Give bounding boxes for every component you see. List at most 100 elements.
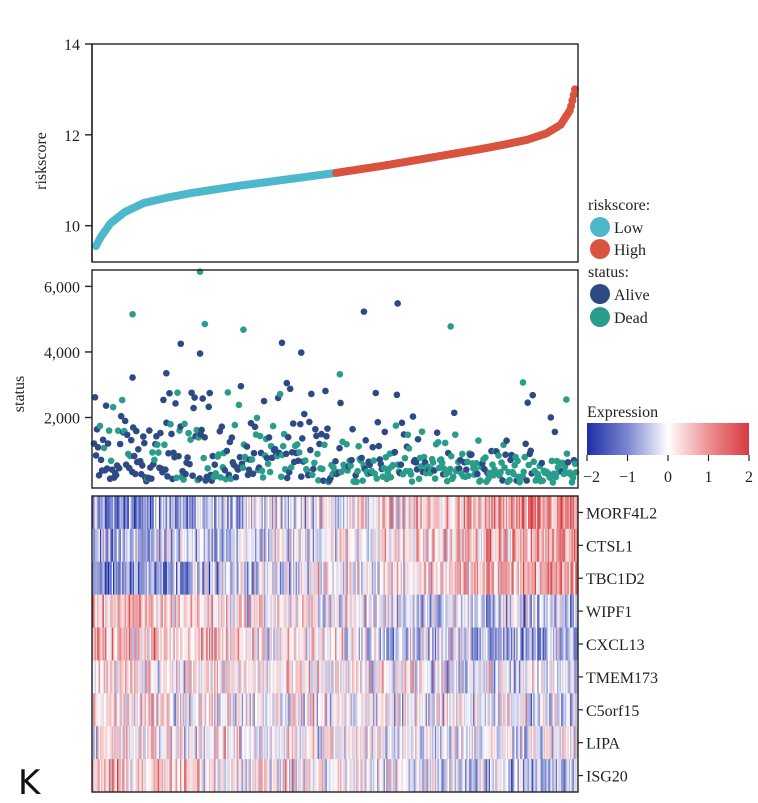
heatmap-cell [144,627,147,661]
heatmap-cell [320,726,323,760]
heatmap-cell [124,594,127,628]
heatmap-cell [521,528,524,562]
heatmap-cell [98,726,101,760]
gene-label: TMEM173 [586,670,658,687]
heatmap-cell [500,561,503,595]
status-point-alive [284,433,292,441]
heatmap-cell [219,660,222,694]
heatmap-cell [237,726,240,760]
heatmap-cell [387,693,390,727]
heatmap-cell [233,693,236,727]
heatmap-cell [373,660,375,694]
heatmap-cell [147,627,149,661]
riskscore-legend: riskscore: Low High [588,197,650,259]
heatmap-cell [268,561,270,595]
heatmap-cell [480,660,483,694]
heatmap-cell [401,726,404,760]
heatmap-cell [261,726,264,760]
heatmap-cell [151,627,153,661]
heatmap-cell [295,561,298,595]
status-point-alive [433,429,441,436]
heatmap-cell [421,594,424,628]
heatmap-cell [211,528,214,562]
heatmap-cell [220,726,223,760]
heatmap-cell [472,561,475,595]
heatmap-cell [270,561,273,595]
heatmap-cell [331,528,333,562]
status-point-alive [282,450,290,458]
heatmap-cell [202,726,204,760]
heatmap-cell [403,726,405,760]
heatmap-cell [416,528,419,562]
heatmap-cell [246,693,249,727]
heatmap-cell [275,594,278,628]
heatmap-cell [241,627,244,661]
heatmap-cell [289,561,291,595]
heatmap-cell [237,594,240,628]
heatmap-cell [474,660,476,694]
heatmap-cell [110,594,113,628]
heatmap-cell [348,528,350,562]
heatmap-cell [303,660,306,694]
heatmap-cell [210,759,212,793]
heatmap-cell [235,726,237,760]
heatmap-cell [319,561,321,595]
heatmap-cell [327,660,329,694]
heatmap-cell [126,561,128,595]
heatmap-cell [248,627,250,661]
heatmap-cell [415,496,417,530]
status-point-alive [132,427,140,435]
status-point-alive [522,440,529,448]
heatmap-cell [486,594,488,628]
heatmap-cell [349,726,352,760]
heatmap-cell [505,528,508,562]
heatmap-cell [507,627,509,661]
heatmap-cell [153,693,156,727]
heatmap-cell [94,496,97,530]
heatmap-cell [155,759,157,793]
colorbar-gradient [587,423,749,455]
heatmap-cell [487,627,490,661]
heatmap-cell [445,660,447,694]
heatmap-cell [220,594,223,628]
heatmap-cell [514,660,517,694]
heatmap-cell [116,528,119,562]
heatmap-cell [575,660,578,694]
heatmap-cell [278,561,281,595]
heatmap-cell [405,693,408,727]
heatmap-cell [207,660,210,694]
heatmap-cell [274,594,277,628]
heatmap-cell [249,594,252,628]
heatmap-cell [401,693,404,727]
heatmap-cell [462,627,465,661]
heatmap-cell [354,660,357,694]
heatmap-cell [120,693,123,727]
heatmap-cell [207,594,210,628]
heatmap-cell [424,496,426,530]
heatmap-cell [446,627,449,661]
heatmap-cell [176,528,178,562]
heatmap-cell [559,660,562,694]
heatmap-cell [166,660,169,694]
heatmap-cell [484,693,487,727]
heatmap-cell [454,594,457,628]
heatmap-cell [185,496,187,530]
heatmap-cell [346,528,349,562]
heatmap-cell [176,594,178,628]
heatmap-cell [315,528,317,562]
heatmap-cell [183,594,186,628]
heatmap-cell [118,759,120,793]
heatmap-cell [237,528,240,562]
heatmap-cell [321,693,324,727]
heatmap-cell [224,693,227,727]
heatmap-cell [93,627,95,661]
heatmap-cell [243,528,245,562]
heatmap-cell [450,594,453,628]
heatmap-cell [335,594,337,628]
heatmap-cell [404,693,407,727]
heatmap-cell [325,726,328,760]
heatmap-cell [307,693,310,727]
heatmap-cell [356,726,358,760]
heatmap-cell [522,627,525,661]
heatmap-cell [400,627,403,661]
